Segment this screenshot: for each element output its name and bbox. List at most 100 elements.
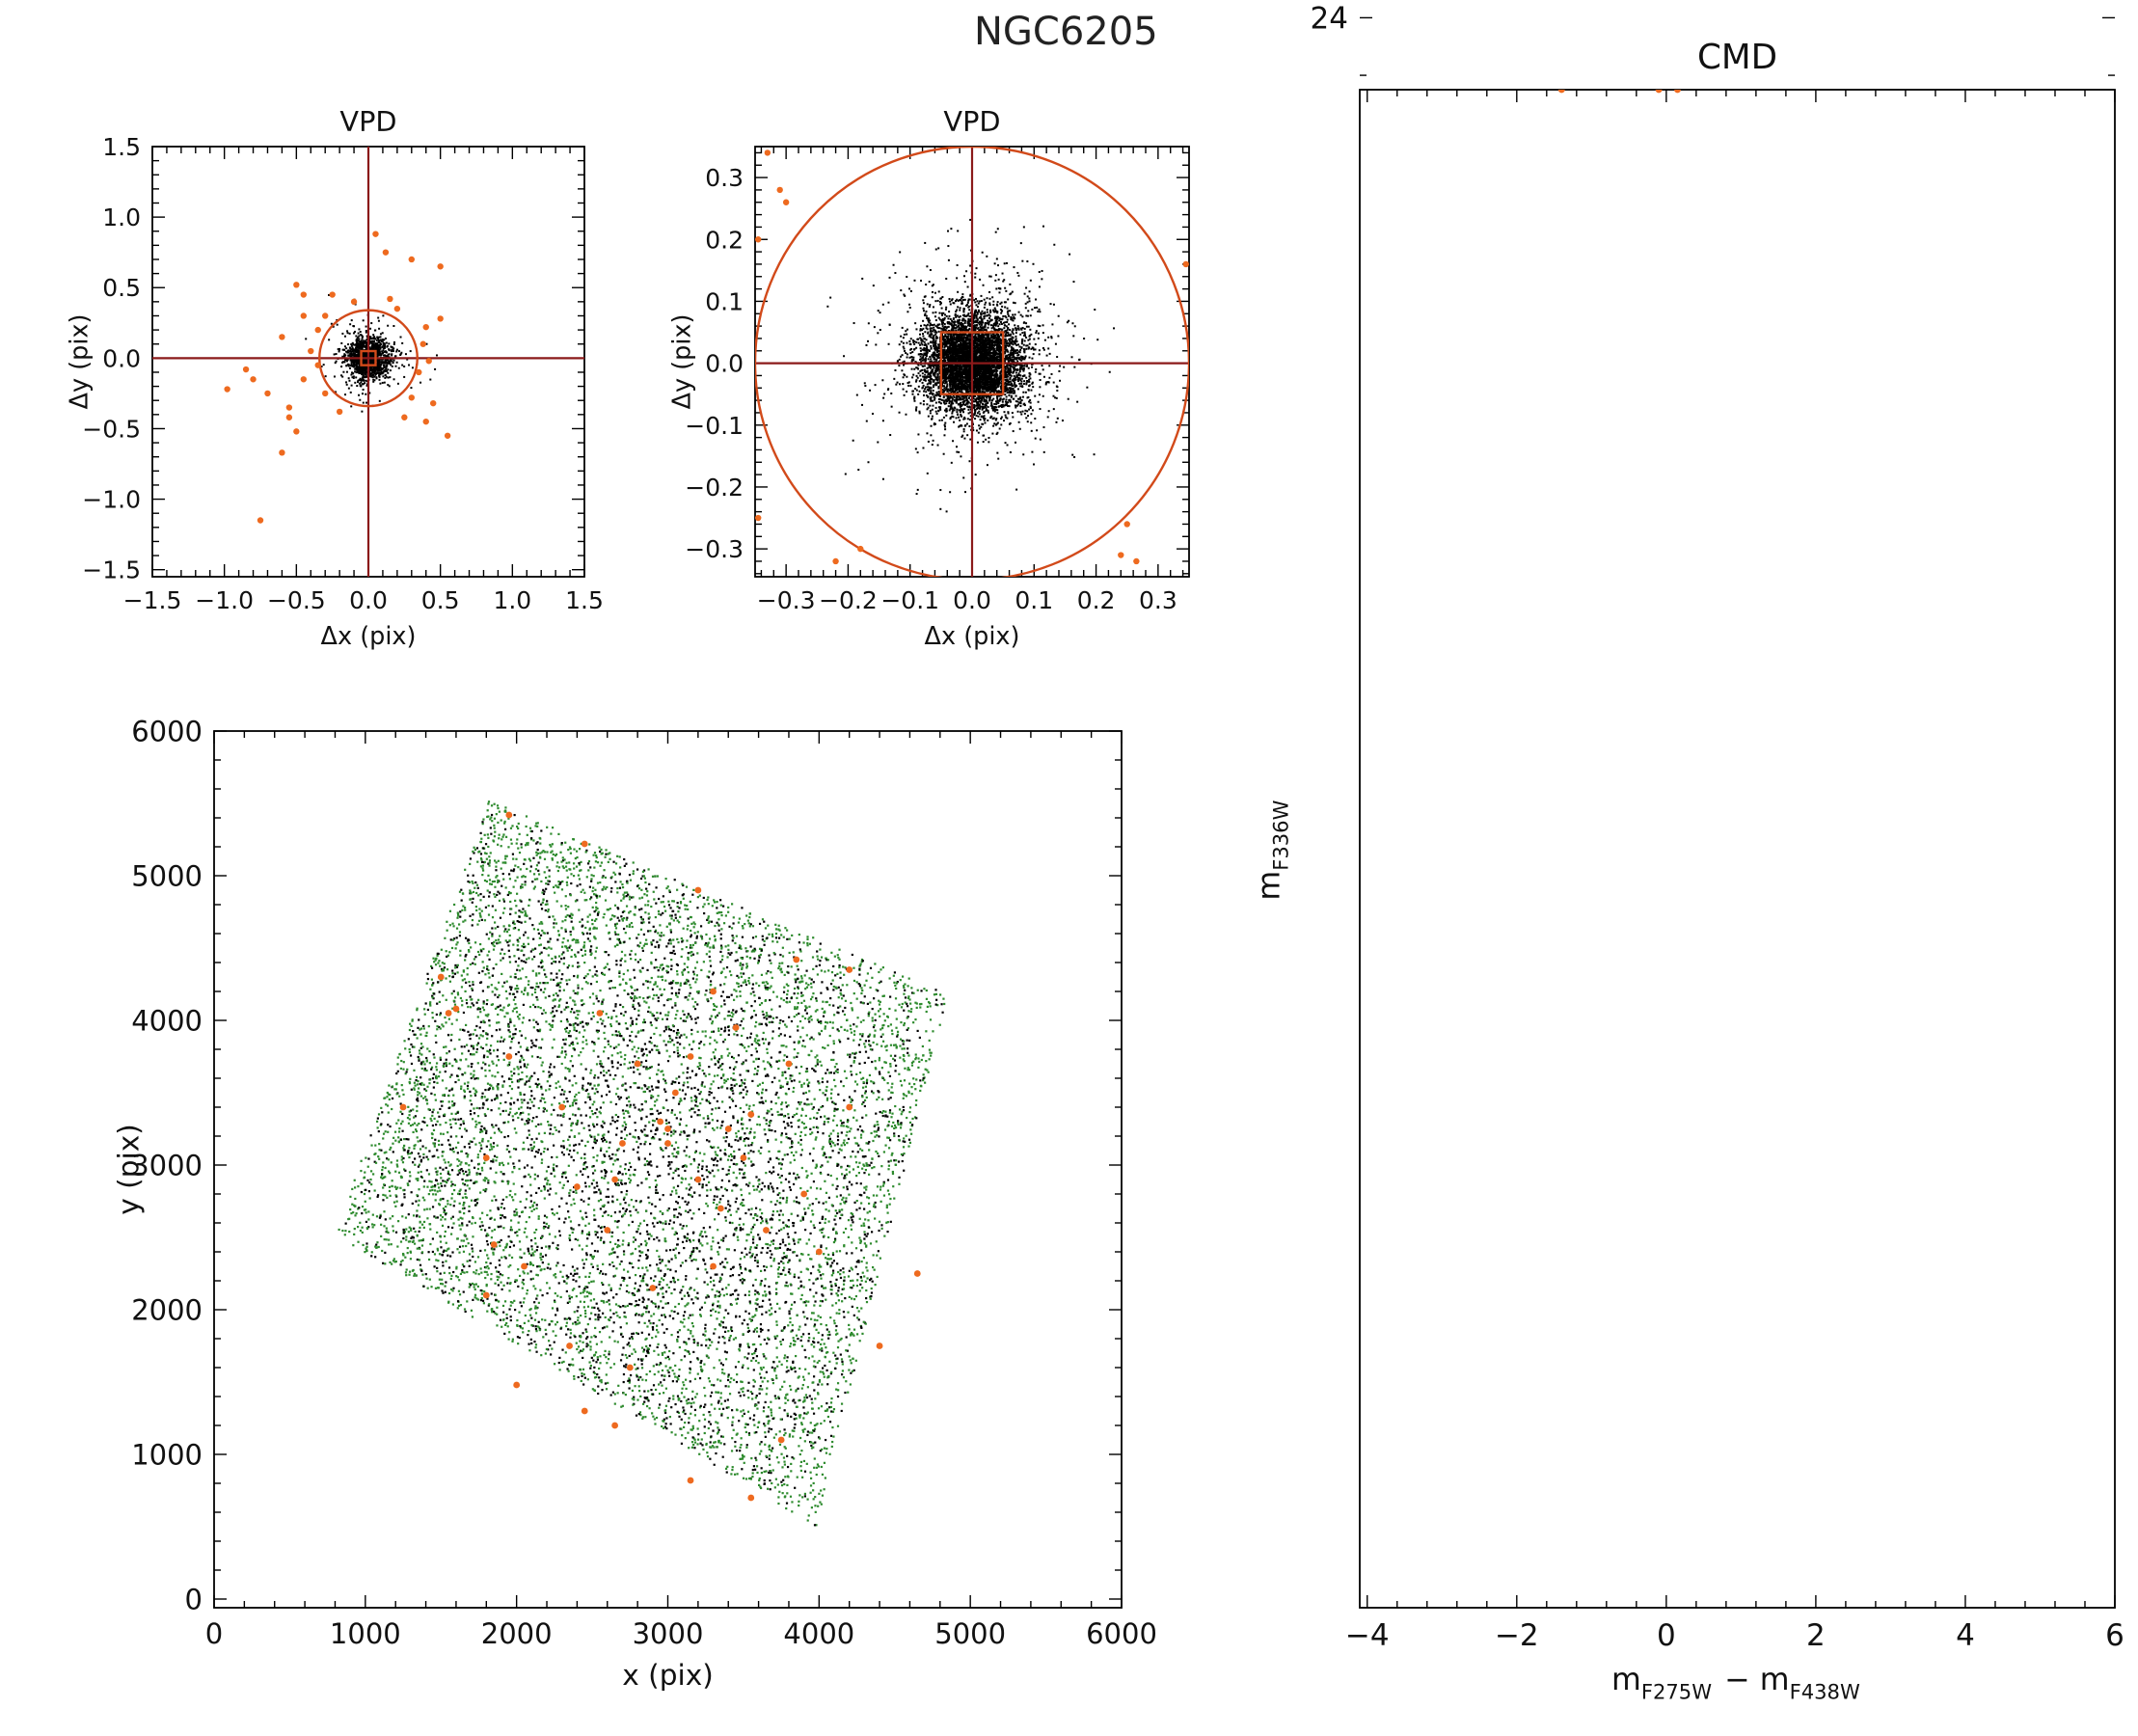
vpd_wide-highlight-point [250, 376, 257, 383]
vpd_zoom-point [997, 390, 1000, 393]
vpd_zoom-point [1026, 420, 1029, 423]
vpd_zoom-point [963, 416, 966, 419]
vpd_zoom-point [927, 317, 930, 320]
vpd_wide-point [370, 342, 373, 345]
vpd_zoom-point [984, 324, 987, 327]
vpd_wide-point [388, 349, 391, 352]
vpd_zoom-point [936, 365, 939, 367]
vpd_zoom-point [934, 311, 937, 313]
vpd_wide-point [378, 378, 381, 381]
vpd_zoom-point [983, 298, 986, 301]
vpd_zoom-point [937, 381, 940, 384]
vpd_wide-point [376, 346, 379, 349]
vpd_wide-point [365, 356, 367, 359]
vpd_zoom-point [1011, 347, 1014, 350]
vpd_wide-point [363, 354, 365, 357]
vpd_zoom-point [1019, 411, 1022, 414]
vpd_zoom-point [959, 327, 961, 330]
vpd_zoom-point [1020, 357, 1023, 360]
vpd_wide-point [360, 385, 363, 388]
vpd_zoom-point [941, 313, 944, 316]
vpd_zoom-point [930, 336, 933, 339]
vpd_zoom-point [988, 297, 991, 300]
vpd_zoom-point [933, 423, 935, 426]
vpd_zoom-point [1056, 417, 1059, 420]
vpd_wide-point [345, 370, 348, 373]
vpd_zoom-point [1008, 323, 1011, 326]
vpd_zoom-point [902, 376, 905, 379]
vpd_wide-xtick-label: −1.0 [195, 586, 254, 614]
vpd_zoom-point [903, 333, 906, 336]
vpd_zoom-point [972, 388, 975, 391]
vpd_wide-point [365, 359, 367, 362]
vpd_wide-point [361, 369, 364, 372]
vpd_zoom-point [1028, 290, 1031, 293]
vpd_zoom-point [978, 424, 981, 427]
vpd_zoom-point [915, 389, 918, 392]
vpd_wide-point [363, 343, 365, 346]
vpd_wide-point [406, 358, 409, 361]
vpd_zoom-point [969, 402, 972, 405]
vpd_zoom-point [917, 393, 920, 395]
vpd_zoom-point [933, 347, 935, 350]
vpd_zoom-point [960, 299, 962, 302]
vpd_zoom-point [939, 398, 942, 401]
vpd_wide-xtick-label: 1.5 [565, 586, 604, 614]
vpd_wide-point [378, 361, 381, 364]
vpd_wide-highlight-point [314, 326, 321, 334]
vpd_zoom-point [982, 284, 985, 286]
vpd_zoom-point [906, 375, 908, 378]
vpd_zoom-point [986, 335, 988, 338]
vpd_zoom-point [961, 325, 964, 328]
vpd_zoom-point [983, 419, 986, 421]
vpd_wide-point [352, 376, 355, 379]
vpd_zoom-point [945, 394, 948, 397]
vpd_wide-highlight-point [300, 312, 307, 319]
vpd_wide-point [379, 354, 382, 357]
vpd_wide-point [351, 346, 354, 349]
vpd_wide-highlight-point [329, 291, 336, 298]
vpd_zoom-point [1012, 329, 1015, 332]
vpd_zoom-point [1004, 367, 1007, 370]
vpd_wide-point [373, 329, 376, 332]
vpd_zoom-point [915, 379, 918, 382]
vpd_wide-point [353, 366, 356, 368]
vpd_zoom-point [947, 342, 950, 345]
vpd_wide-point [364, 345, 366, 348]
vpd_zoom-point [967, 353, 970, 356]
vpd_zoom-point [1013, 316, 1015, 319]
vpd_wide-point [350, 344, 353, 347]
vpd_zoom-point [950, 402, 953, 405]
vpd_wide-highlight-point [285, 414, 293, 420]
vpd_wide-highlight-point [444, 432, 451, 439]
vpd_wide-point [390, 350, 392, 353]
vpd_zoom-point [993, 307, 996, 310]
vpd_zoom-point [877, 332, 880, 335]
vpd_zoom-point [986, 396, 988, 399]
vpd_wide-point [371, 365, 374, 367]
vpd_zoom-point [946, 399, 949, 402]
vpd_zoom-point [924, 342, 927, 345]
vpd_wide-point [379, 373, 382, 376]
vpd_zoom-point [918, 380, 921, 383]
vpd_zoom-point [957, 322, 960, 325]
vpd_zoom-point [949, 385, 952, 388]
vpd_wide-point [386, 359, 389, 362]
vpd_zoom-point [1006, 318, 1009, 321]
vpd_wide-ytick-label: 1.5 [102, 133, 141, 161]
vpd_zoom-point [943, 434, 946, 437]
vpd_zoom-point [980, 315, 983, 318]
vpd_wide-point [379, 365, 382, 367]
vpd_wide-point [375, 377, 378, 380]
vpd_zoom-point [998, 343, 1001, 346]
vpd_wide-point [354, 381, 357, 384]
vpd_zoom-point [940, 319, 943, 322]
vpd_wide-highlight-point [422, 418, 429, 425]
vpd_zoom-point [975, 339, 978, 342]
vpd_wide-point [336, 323, 338, 326]
vpd_zoom-point [1010, 318, 1013, 321]
vpd_zoom-point [984, 421, 987, 424]
vpd_wide-point [374, 338, 377, 340]
vpd_zoom-point [1019, 313, 1022, 316]
vpd_wide-point [341, 375, 344, 378]
